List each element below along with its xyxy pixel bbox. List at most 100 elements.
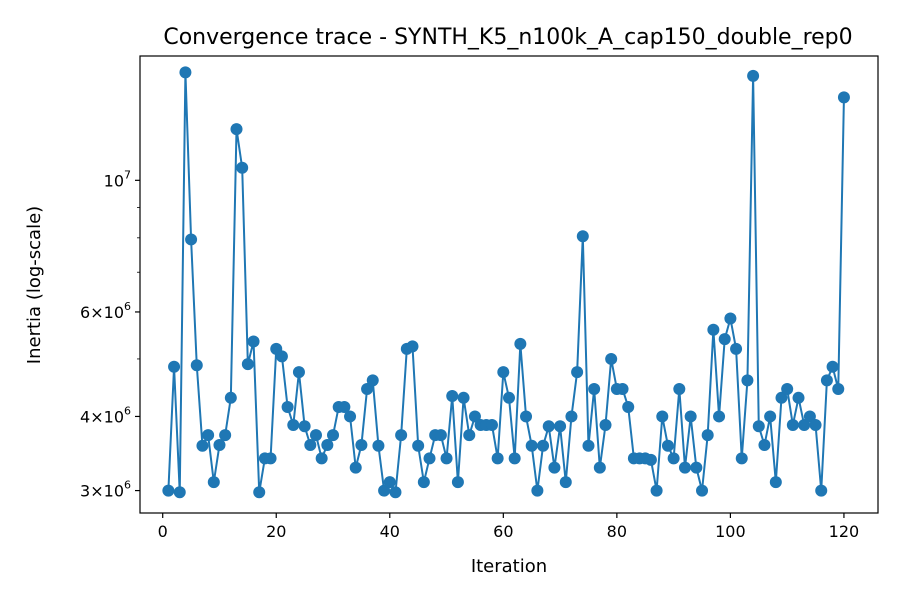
data-point [417,476,430,489]
data-point [434,429,447,442]
data-point [344,410,357,423]
data-point [395,429,408,442]
data-point [571,366,584,379]
data-point [457,391,470,404]
data-point [190,359,203,372]
data-point [559,476,572,489]
data-point [661,439,674,452]
data-point [321,439,334,452]
data-point [747,69,760,82]
data-point [735,452,748,465]
data-point [508,452,521,465]
data-point [451,476,464,489]
x-axis: 0 20 40 60 80 100 120 [158,513,860,541]
data-point [185,233,198,246]
data-point [497,366,510,379]
data-point [423,452,436,465]
data-point [593,461,606,474]
data-point [730,342,743,355]
data-point [236,161,249,174]
data-point [468,410,481,423]
data-point [707,323,720,336]
data-point [803,410,816,423]
data-point [366,374,379,387]
data-point [622,400,635,413]
data-point [304,439,317,452]
data-point [678,461,691,474]
data-point [491,452,504,465]
x-tick-label: 20 [266,522,286,541]
data-point [582,439,595,452]
data-point [815,484,828,497]
data-point [537,439,550,452]
data-point [309,429,322,442]
y-tick-label: 4×106 [80,404,131,426]
data-point [202,429,215,442]
data-point [531,484,544,497]
data-point [196,439,209,452]
data-point [792,391,805,404]
data-point [758,439,771,452]
data-point [520,410,533,423]
x-tick-label: 60 [493,522,513,541]
data-point [565,410,578,423]
data-point [718,333,731,346]
data-point [179,66,192,79]
data-point [485,418,498,431]
y-axis: 3×106 4×106 6×106 107 [80,168,140,501]
data-point [281,400,294,413]
data-point [264,452,277,465]
data-point [298,420,311,433]
data-point [173,486,186,499]
data-point [389,486,402,499]
data-point [503,391,515,404]
x-tick-label: 100 [715,522,746,541]
data-point [644,453,657,466]
data-point [696,484,709,497]
data-point [542,420,555,433]
data-point [315,452,328,465]
data-point [361,382,374,395]
data-point [446,390,459,403]
data-point [605,352,618,365]
data-point [219,429,232,442]
data-point [162,484,175,497]
data-point [275,350,288,363]
data-point [554,420,567,433]
data-point [775,391,788,404]
data-point [412,439,425,452]
data-point [616,382,629,395]
data-point [241,358,254,371]
data-point [752,420,765,433]
data-point [650,484,663,497]
data-point [576,230,589,243]
y-tick-label: 107 [104,168,131,190]
y-tick-label: 3×106 [80,479,131,501]
data-point [786,418,799,431]
data-point [247,335,260,348]
data-point [724,312,737,325]
data-point [327,429,340,442]
data-point [253,486,266,499]
data-point [406,340,419,353]
data-point [588,382,601,395]
data-point [372,439,385,452]
x-tick-label: 80 [607,522,627,541]
data-point [599,418,612,431]
series-layer [162,66,850,499]
data-point [292,366,305,379]
data-point [378,484,391,497]
data-point [548,461,561,474]
data-point [673,382,686,395]
x-tick-label: 120 [829,522,860,541]
data-point [713,410,726,423]
data-point [741,374,754,387]
y-axis-label: Inertia (log-scale) [24,206,45,364]
data-point [525,439,538,452]
x-tick-label: 0 [158,522,168,541]
x-tick-label: 40 [380,522,400,541]
data-point [168,360,181,373]
data-point [690,461,703,474]
data-point [798,418,811,431]
